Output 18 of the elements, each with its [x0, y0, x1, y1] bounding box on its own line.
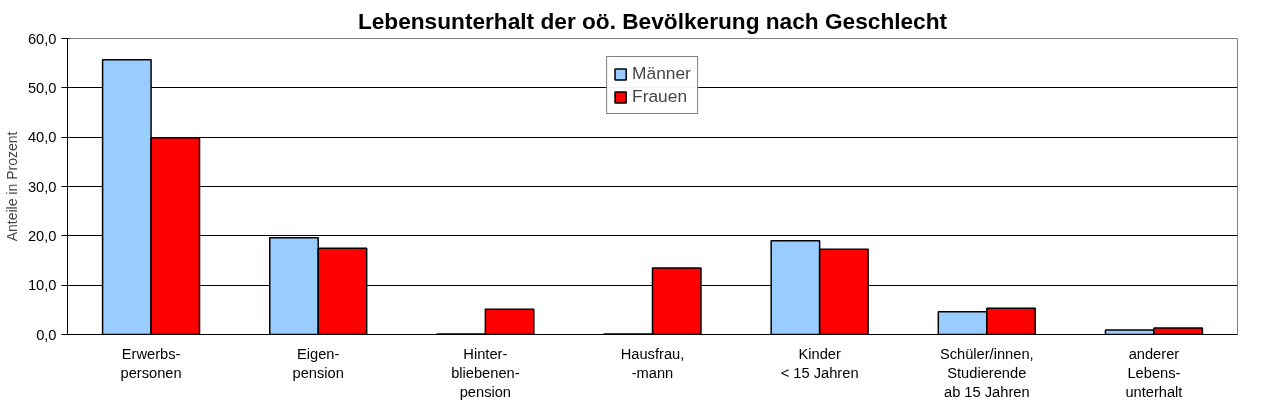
y-tick-label: 10,0 — [27, 277, 57, 294]
y-tick-label: 0,0 — [36, 326, 57, 343]
legend-label: Männer — [632, 63, 691, 84]
x-tick-label: Hausfrau, -mann — [620, 345, 685, 381]
y-tick-label: 30,0 — [27, 178, 57, 195]
y-tick-label: 50,0 — [27, 79, 57, 96]
x-tick-label: Erwerbs- personen — [120, 345, 182, 381]
x-tick-label: Schüler/innen, Studierende ab 15 Jahren — [939, 345, 1034, 400]
x-tick-label: Kinder < 15 Jahren — [780, 345, 859, 381]
y-tick-label: 40,0 — [27, 129, 57, 146]
y-tick-label: 60,0 — [27, 30, 57, 47]
legend-label: Frauen — [632, 86, 688, 107]
chart-title: Lebensunterhalt der oö. Bevölkerung nach Geschlecht — [357, 7, 948, 34]
y-tick-label: 20,0 — [27, 227, 57, 244]
x-tick-label: anderer Lebens- unterhalt — [1125, 345, 1183, 400]
x-tick-label: Eigen- pension — [292, 345, 344, 381]
x-tick-label: Hinter- bliebenen- pension — [451, 345, 520, 400]
y-axis-title: Anteile in Prozent — [3, 131, 20, 242]
